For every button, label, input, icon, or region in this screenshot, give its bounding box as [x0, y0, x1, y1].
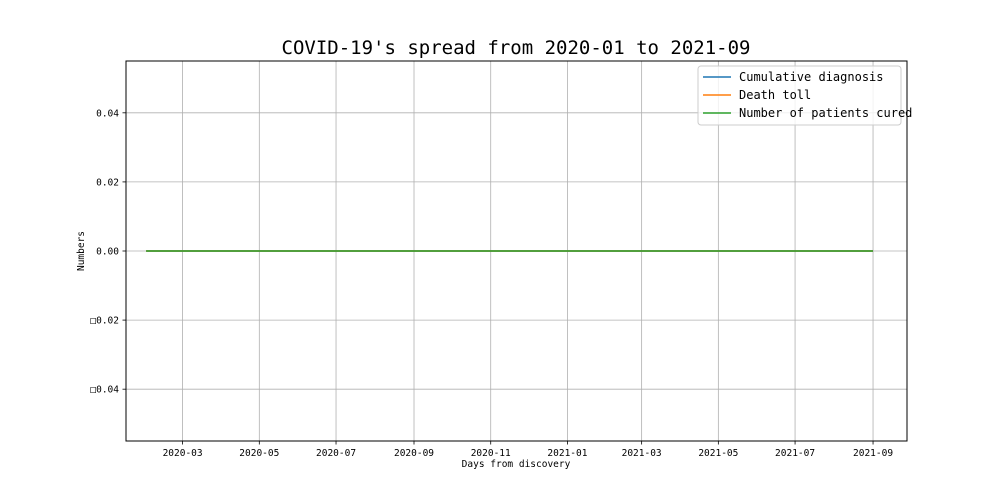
legend: Cumulative diagnosis Death toll Number of … — [697, 65, 912, 126]
x-tick-label: 2021-07 — [775, 448, 815, 459]
legend-label: Death toll — [739, 88, 811, 102]
y-tick-label: 0.04 — [96, 108, 119, 119]
y-tick-label: □0.04 — [90, 385, 119, 396]
x-tick-label: 2021-01 — [547, 448, 587, 459]
legend-box — [697, 65, 902, 126]
y-tick-label: 0.02 — [96, 177, 119, 188]
legend-label: Cumulative diagnosis — [739, 70, 884, 84]
x-tick-label: 2020-11 — [471, 448, 511, 459]
chart-title: COVID-19's spread from 2020-01 to 2021-0… — [282, 37, 751, 59]
x-axis-label: Days from discovery — [462, 459, 571, 470]
y-axis-ticks: 0.04 0.02 0.00 □0.02 □0.04 — [90, 108, 126, 396]
x-tick-label: 2021-05 — [698, 448, 738, 459]
x-tick-label: 2020-05 — [239, 448, 279, 459]
x-tick-label: 2021-03 — [622, 448, 662, 459]
y-tick-label: □0.02 — [90, 316, 119, 327]
y-axis-label: Numbers — [76, 231, 87, 271]
legend-label: Number of patients cured — [739, 106, 912, 120]
y-tick-label: 0.00 — [96, 247, 119, 258]
x-tick-label: 2020-07 — [316, 448, 356, 459]
x-tick-label: 2021-09 — [853, 448, 893, 459]
x-axis-ticks: 2020-03 2020-05 2020-07 2020-09 2020-11 2021-… — [163, 441, 893, 459]
x-tick-label: 2020-09 — [394, 448, 434, 459]
x-tick-label: 2020-03 — [163, 448, 203, 459]
